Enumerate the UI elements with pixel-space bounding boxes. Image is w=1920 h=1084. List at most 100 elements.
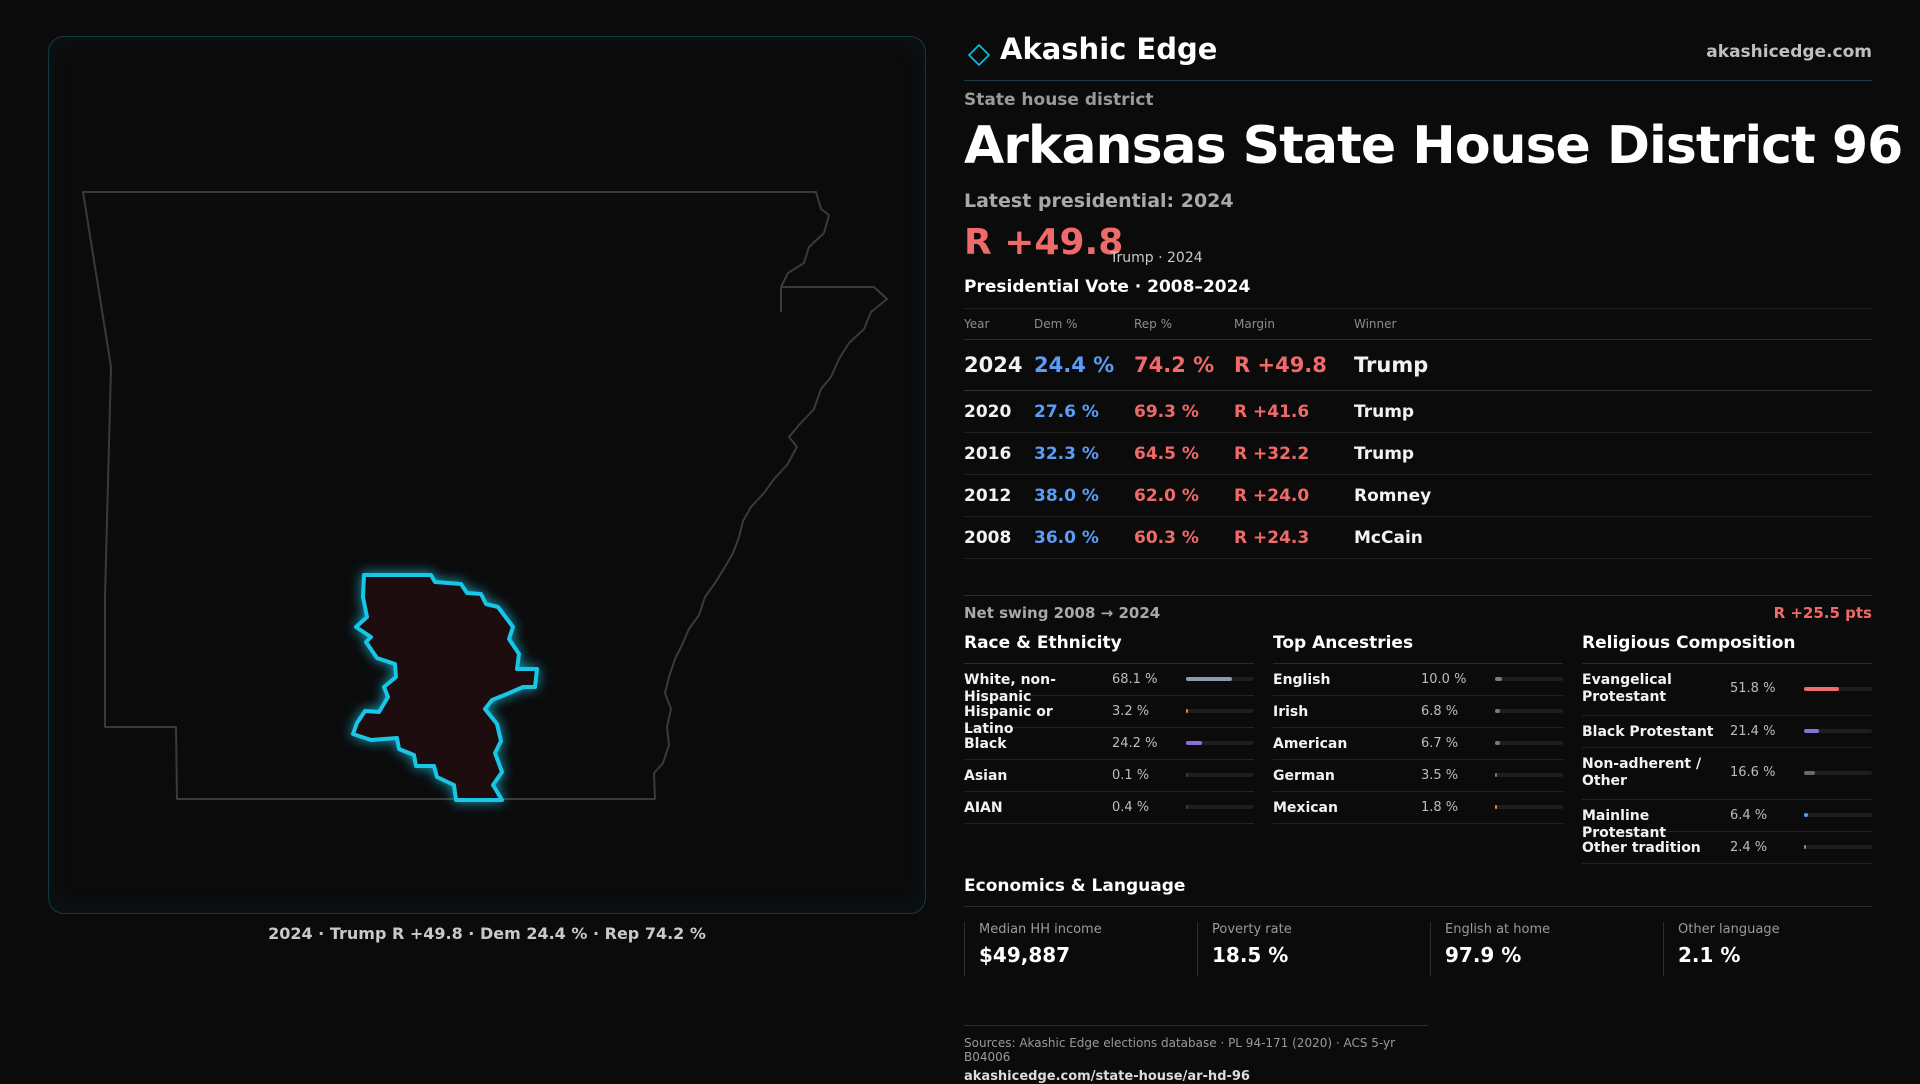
stat-poverty-rate: Poverty rate 18.5 % xyxy=(1197,922,1417,976)
latest-presidential-label: Latest presidential: 2024 xyxy=(964,190,1234,212)
cell-rep: 74.2 % xyxy=(1134,339,1234,391)
demographic-row: Asian 0.1 % xyxy=(964,760,1254,792)
demographic-label: AIAN xyxy=(964,800,1003,816)
page-url-link[interactable]: akashicedge.com/state-house/ar-hd-96 xyxy=(964,1069,1250,1084)
demographic-bar-fill xyxy=(1804,771,1816,775)
cell-year: 2008 xyxy=(964,516,1034,559)
demographic-bar-track xyxy=(1186,709,1254,713)
demographic-label: White, non-Hispanic xyxy=(964,672,1056,705)
demographic-row: Mainline Protestant 6.4 % xyxy=(1582,800,1872,841)
religious-composition-title: Religious Composition xyxy=(1582,633,1872,664)
demographic-value: 6.4 % xyxy=(1730,808,1768,823)
demographic-label: Black Protestant xyxy=(1582,724,1714,740)
info-panel: Akashic Edge akashicedge.com State house… xyxy=(964,30,1903,1084)
demographic-label: Mainline Protestant xyxy=(1582,808,1667,841)
presidential-vote-table: Year Dem % Rep % Margin Winner 2024 24.4… xyxy=(964,308,1872,559)
demographic-bar-fill xyxy=(1186,677,1233,681)
demographic-bar-track xyxy=(1495,805,1563,809)
district-kind: State house district xyxy=(964,90,1154,110)
demographic-row: Evangelical Protestant 51.8 % xyxy=(1582,664,1872,716)
header: Akashic Edge akashicedge.com xyxy=(964,30,1872,81)
demographic-bar-track xyxy=(1186,805,1254,809)
map-panel[interactable] xyxy=(48,36,926,914)
stat-label: Other language xyxy=(1678,922,1780,937)
cell-dem: 32.3 % xyxy=(1034,432,1134,475)
cell-rep: 62.0 % xyxy=(1134,474,1234,517)
district-96-shape[interactable] xyxy=(351,573,539,802)
demographic-value: 0.4 % xyxy=(1112,800,1150,815)
cell-year: 2024 xyxy=(964,339,1034,391)
stat-median-income: Median HH income $49,887 xyxy=(964,922,1184,976)
demographic-bar-track xyxy=(1186,773,1254,777)
demographic-bar-track xyxy=(1495,677,1563,681)
arkansas-state-outline xyxy=(82,191,888,800)
demographic-row: AIAN 0.4 % xyxy=(964,792,1254,824)
demographic-bar-fill xyxy=(1495,741,1500,745)
demographic-row: Irish 6.8 % xyxy=(1273,696,1563,728)
demographic-bar-fill xyxy=(1804,845,1806,849)
stat-value: 97.9 % xyxy=(1445,943,1522,967)
stat-label: Median HH income xyxy=(979,922,1102,937)
demographic-bar-track xyxy=(1804,845,1872,849)
stat-label: English at home xyxy=(1445,922,1551,937)
demographic-value: 16.6 % xyxy=(1730,765,1776,780)
demographic-value: 68.1 % xyxy=(1112,672,1158,687)
diamond-outline-icon xyxy=(968,44,990,66)
cell-rep: 64.5 % xyxy=(1134,432,1234,475)
demographic-row: English 10.0 % xyxy=(1273,664,1563,696)
state-map[interactable] xyxy=(49,37,927,915)
demographic-value: 0.1 % xyxy=(1112,768,1150,783)
demographic-row: Other tradition 2.4 % xyxy=(1582,832,1872,864)
sources-text: Sources: Akashic Edge elections database… xyxy=(964,1036,1396,1064)
demographic-bar-fill xyxy=(1495,773,1498,777)
site-link[interactable]: akashicedge.com xyxy=(1706,42,1872,62)
demographic-value: 3.5 % xyxy=(1421,768,1459,783)
demographic-row: Black 24.2 % xyxy=(964,728,1254,760)
footer: Sources: Akashic Edge elections database… xyxy=(964,1025,1428,1084)
economics-stats: Median HH income $49,887 Poverty rate 18… xyxy=(964,922,1872,976)
net-swing-value: R +25.5 pts xyxy=(1773,604,1872,622)
demographic-value: 24.2 % xyxy=(1112,736,1158,751)
cell-winner: Romney xyxy=(1354,474,1872,517)
cell-dem: 38.0 % xyxy=(1034,474,1134,517)
demographic-label: Irish xyxy=(1273,704,1309,720)
cell-margin: R +41.6 xyxy=(1234,390,1354,433)
demographic-bar-fill xyxy=(1495,709,1500,713)
economics-title: Economics & Language xyxy=(964,876,1872,907)
demographic-value: 6.8 % xyxy=(1421,704,1459,719)
demographic-bar-track xyxy=(1804,771,1872,775)
page-title: Arkansas State House District 96 xyxy=(964,116,1903,176)
demographic-bar-fill xyxy=(1495,677,1502,681)
latest-margin: R +49.8 xyxy=(964,222,1124,263)
map-caption: 2024 · Trump R +49.8 · Dem 24.4 % · Rep … xyxy=(268,924,706,943)
demographic-row: American 6.7 % xyxy=(1273,728,1563,760)
demographic-label: Non-adherent / Other xyxy=(1582,756,1702,789)
demographic-bar-track xyxy=(1804,729,1872,733)
demographic-bar-track xyxy=(1495,709,1563,713)
stat-label: Poverty rate xyxy=(1212,922,1292,937)
cell-dem: 36.0 % xyxy=(1034,516,1134,559)
cell-margin: R +32.2 xyxy=(1234,432,1354,475)
demographic-row: Black Protestant 21.4 % xyxy=(1582,716,1872,748)
demographic-value: 10.0 % xyxy=(1421,672,1467,687)
demographic-label: Evangelical Protestant xyxy=(1582,672,1672,705)
demographic-value: 3.2 % xyxy=(1112,704,1150,719)
race-ethnicity-section: Race & Ethnicity White, non-Hispanic 68.1… xyxy=(964,633,1254,824)
demographic-value: 1.8 % xyxy=(1421,800,1459,815)
table-row: 2008 36.0 % 60.3 % R +24.3 McCain xyxy=(964,516,1872,559)
demographic-value: 2.4 % xyxy=(1730,840,1768,855)
demographic-value: 6.7 % xyxy=(1421,736,1459,751)
cell-winner: Trump xyxy=(1354,390,1872,433)
demographic-bar-track xyxy=(1495,773,1563,777)
demographic-row: German 3.5 % xyxy=(1273,760,1563,792)
col-rep: Rep % xyxy=(1134,308,1234,340)
presidential-vote-title: Presidential Vote · 2008–2024 xyxy=(964,277,1251,297)
demographic-value: 51.8 % xyxy=(1730,681,1776,696)
stat-english-at-home: English at home 97.9 % xyxy=(1430,922,1650,976)
top-ancestries-title: Top Ancestries xyxy=(1273,633,1563,664)
demographic-bar-track xyxy=(1186,741,1254,745)
table-row: 2024 24.4 % 74.2 % R +49.8 Trump xyxy=(964,339,1872,391)
demographic-label: Black xyxy=(964,736,1007,752)
demographic-label: German xyxy=(1273,768,1335,784)
demographic-label: Asian xyxy=(964,768,1008,784)
